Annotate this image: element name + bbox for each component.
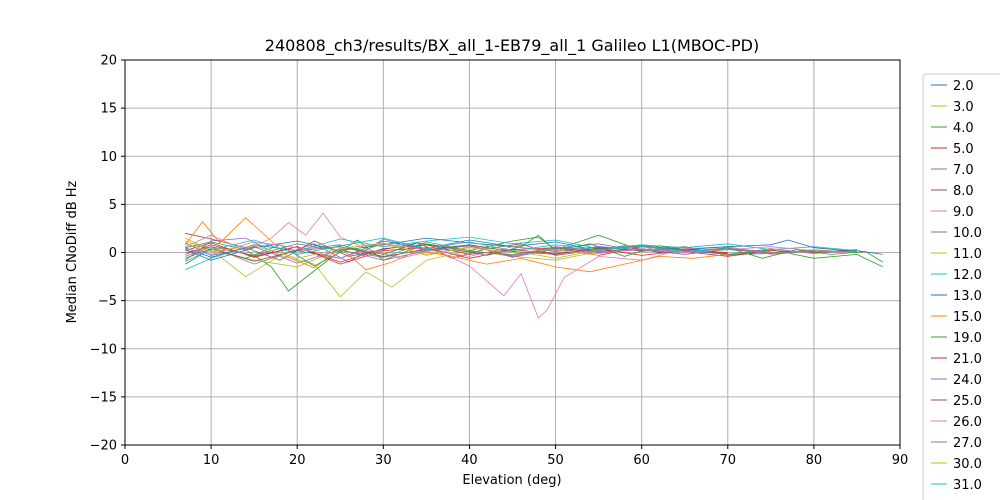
y-tick-label: −10 — [90, 342, 117, 357]
legend-label: 19.0 — [953, 331, 982, 346]
legend: 2.0 3.0 4.0 5.0 7.0 8.0 9.0 10.0 11.0 12.0 13.0 15.… — [922, 73, 1000, 500]
legend-label: 4.0 — [953, 121, 974, 136]
x-axis-title: Elevation (deg) — [462, 473, 561, 488]
series-line-19-0 — [185, 234, 884, 267]
chart-title: 240808_ch3/results/BX_all_1-EB79_all_1 G… — [265, 36, 759, 56]
x-tick-label: 20 — [289, 453, 306, 468]
legend-label: 15.0 — [953, 310, 982, 325]
legend-label: 8.0 — [953, 184, 974, 199]
legend-label: 26.0 — [953, 415, 982, 430]
legend-label: 5.0 — [953, 142, 974, 157]
y-tick-label: −20 — [90, 439, 117, 454]
series-line-26-0 — [185, 241, 814, 259]
legend-label: 27.0 — [953, 436, 982, 451]
legend-box — [922, 73, 1000, 500]
series-line-4-0 — [185, 234, 883, 292]
series-layer — [184, 212, 884, 319]
legend-label: 31.0 — [953, 478, 982, 493]
x-tick-label: 10 — [203, 453, 220, 468]
series-line-13-0 — [185, 237, 857, 261]
legend-label: 24.0 — [953, 373, 982, 388]
series-line-31-0 — [185, 237, 728, 262]
x-tick-label: 0 — [121, 453, 129, 468]
y-tick-label: −5 — [98, 294, 117, 309]
y-tick-label: 5 — [109, 198, 117, 213]
y-axis-title: Median CNoDiff dB Hz — [65, 180, 80, 323]
legend-label: 2.0 — [953, 79, 974, 94]
series-line-15-0 — [184, 217, 728, 273]
y-tick-label: −15 — [90, 390, 117, 405]
series-line-9-0 — [185, 212, 857, 319]
y-tick-label: 10 — [100, 150, 117, 165]
y-tick-label: 15 — [100, 102, 117, 117]
x-tick-label: 90 — [892, 453, 909, 468]
legend-label: 13.0 — [953, 289, 982, 304]
legend-label: 12.0 — [953, 268, 982, 283]
legend-label: 10.0 — [953, 226, 982, 241]
legend-label: 25.0 — [953, 394, 982, 409]
series-line-30-0 — [185, 242, 599, 259]
series-line-3-0 — [185, 240, 728, 298]
x-tick-label: 80 — [806, 453, 823, 468]
legend-label: 3.0 — [953, 100, 974, 115]
legend-label: 30.0 — [953, 457, 982, 472]
legend-label: 9.0 — [953, 205, 974, 220]
series-line-24-0 — [185, 242, 771, 264]
legend-label: 21.0 — [953, 352, 982, 367]
legend-label: 7.0 — [953, 163, 974, 178]
y-tick-label: 20 — [100, 54, 117, 69]
x-tick-label: 40 — [461, 453, 478, 468]
legend-label: 11.0 — [953, 247, 982, 262]
x-tick-label: 60 — [633, 453, 650, 468]
x-tick-label: 30 — [375, 453, 392, 468]
series-line-27-0 — [185, 243, 857, 258]
x-tick-label: 50 — [547, 453, 564, 468]
x-tick-label: 70 — [720, 453, 737, 468]
y-tick-label: 0 — [109, 246, 117, 261]
series-line-8-0 — [185, 232, 728, 261]
